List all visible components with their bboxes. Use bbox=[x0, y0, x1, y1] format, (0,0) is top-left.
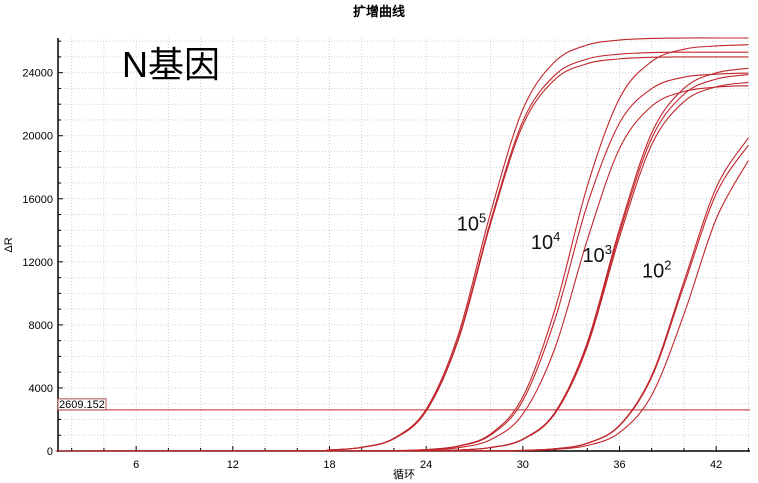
series bbox=[55, 37, 749, 452]
x-tick-label: 12 bbox=[227, 459, 239, 471]
y-tick-label: 0 bbox=[47, 446, 53, 458]
y-axis-label: ΔR bbox=[3, 237, 15, 252]
y-tick-label: 24000 bbox=[22, 68, 53, 80]
gene-annotation: N基因 bbox=[122, 44, 220, 85]
y-tick-label: 8000 bbox=[29, 320, 53, 332]
y-tick-label: 16000 bbox=[22, 194, 53, 206]
threshold-label-box bbox=[57, 398, 107, 411]
x-axis-label: 循环 bbox=[393, 468, 415, 481]
group-label: 104 bbox=[531, 229, 560, 254]
amplification-curve bbox=[55, 160, 749, 452]
x-tick-label: 36 bbox=[613, 459, 625, 471]
x-tick-label: 42 bbox=[710, 459, 722, 471]
group-label: 105 bbox=[457, 210, 486, 235]
group-label-exponent: 4 bbox=[553, 229, 560, 244]
y-tick-label: 20000 bbox=[22, 131, 53, 143]
y-tick-label: 12000 bbox=[22, 257, 53, 269]
group-labels: 105 104 103 102 bbox=[457, 210, 672, 282]
threshold: 2609.152 bbox=[57, 398, 750, 411]
axes bbox=[57, 38, 750, 452]
group-label-exponent: 3 bbox=[605, 242, 612, 257]
group-label-exponent: 2 bbox=[664, 258, 671, 273]
x-tick-label: 30 bbox=[517, 459, 529, 471]
y-tick-label: 4000 bbox=[29, 383, 53, 395]
amplification-curve bbox=[55, 56, 749, 452]
x-tick-label: 6 bbox=[133, 459, 139, 471]
group-label: 102 bbox=[642, 258, 671, 283]
group-label-exponent: 5 bbox=[479, 210, 486, 225]
amplification-curve bbox=[55, 137, 749, 452]
x-tick-label: 24 bbox=[420, 459, 432, 471]
x-tick-label: 18 bbox=[323, 459, 335, 471]
amplification-curve bbox=[55, 144, 749, 452]
chart-title: 扩增曲线 bbox=[353, 4, 405, 20]
threshold-label: 2609.152 bbox=[59, 399, 105, 411]
group-label: 103 bbox=[582, 242, 611, 267]
